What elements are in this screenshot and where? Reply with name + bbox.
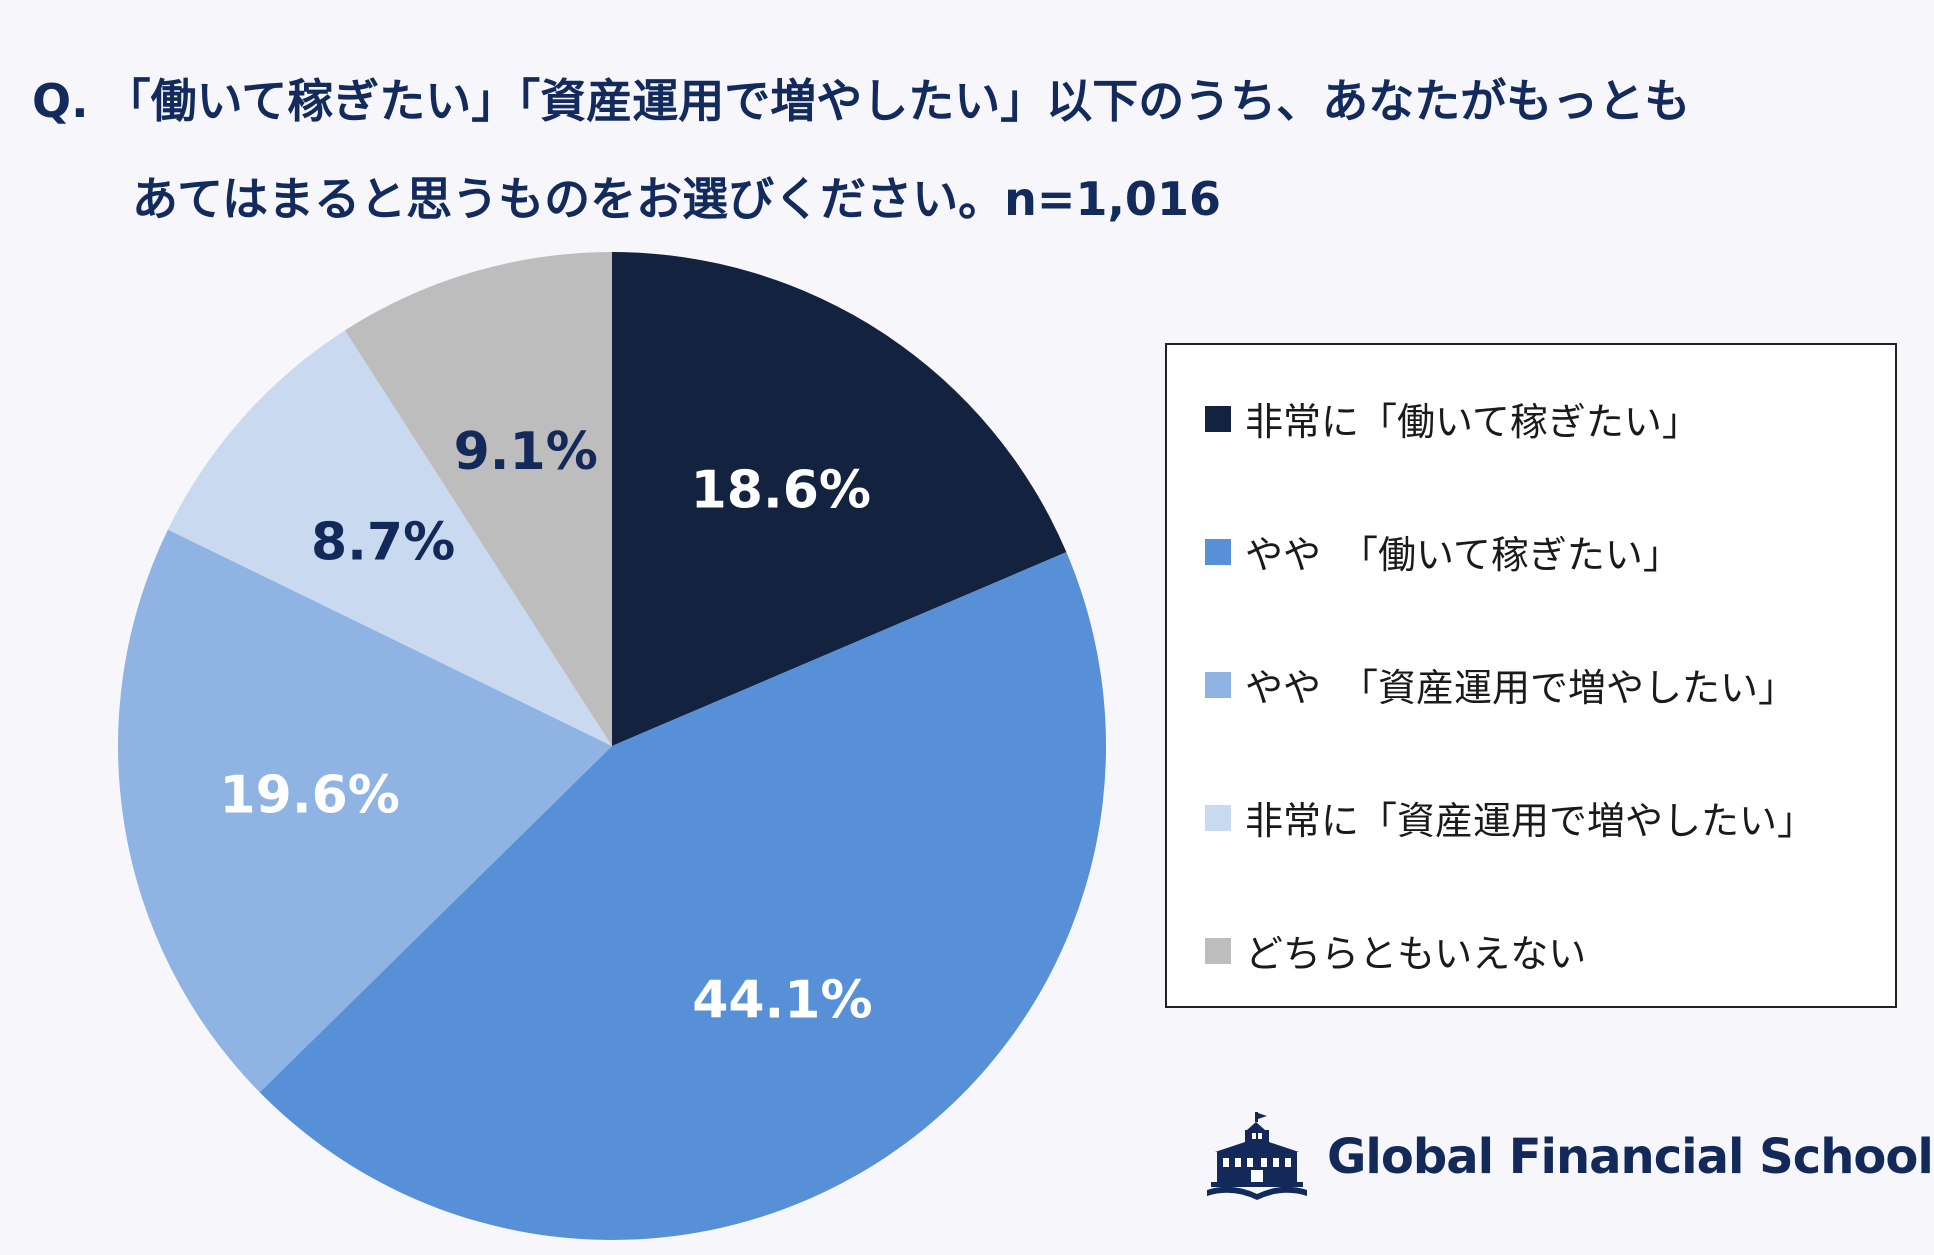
- legend-swatch: [1205, 405, 1231, 432]
- brand-name: Global Financial School: [1327, 1129, 1934, 1185]
- legend-item-very-invest: 非常に「資産運用で増やしたい」: [1205, 790, 1815, 845]
- pie-slice-label-0: 18.6%: [691, 460, 871, 520]
- legend-label: 非常に「資産運用で増やしたい」: [1245, 799, 1816, 843]
- pie-slice-2: [118, 529, 612, 1093]
- legend-item-very-work: 非常に「働いて稼ぎたい」: [1205, 391, 1700, 446]
- pie-slice-label-2: 19.6%: [219, 765, 399, 825]
- brand-logo: Global Financial School: [1205, 1112, 1934, 1202]
- chart-title-line-2: あてはまると思うものをお選びください。n=1,016: [132, 172, 1221, 226]
- legend-swatch: [1205, 937, 1231, 964]
- pie-slice-0: [612, 252, 1067, 746]
- legend-swatch: [1205, 671, 1231, 698]
- legend-item-neither: どちらともいえない: [1205, 923, 1586, 978]
- legend-item-somewhat-invest: やや 「資産運用で増やしたい」: [1205, 657, 1796, 712]
- chart-legend: 非常に「働いて稼ぎたい」 やや 「働いて稼ぎたい」 やや 「資産運用で増やしたい…: [1165, 343, 1897, 1008]
- pie-slice-1: [259, 552, 1106, 1240]
- legend-label: どちらともいえない: [1245, 932, 1587, 976]
- pie-slice-4: [344, 252, 612, 746]
- school-building-book-logo-icon: [1207, 1112, 1307, 1200]
- pie-slice-label-4: 9.1%: [454, 422, 598, 482]
- legend-label: やや 「資産運用で増やしたい」: [1245, 666, 1797, 710]
- legend-label: やや 「働いて稼ぎたい」: [1245, 533, 1681, 577]
- legend-label: 非常に「働いて稼ぎたい」: [1245, 400, 1700, 444]
- legend-swatch: [1205, 538, 1231, 565]
- chart-title-line-1: Q. 「働いて稼ぎたい」「資産運用で増やしたい」以下のうち、あなたがもっとも: [32, 74, 1691, 128]
- pie-slice-label-3: 8.7%: [311, 513, 455, 573]
- pie-slice-label-1: 44.1%: [692, 971, 872, 1031]
- legend-swatch: [1205, 804, 1231, 831]
- pie-slice-3: [167, 330, 612, 746]
- legend-item-somewhat-work: やや 「働いて稼ぎたい」: [1205, 524, 1681, 579]
